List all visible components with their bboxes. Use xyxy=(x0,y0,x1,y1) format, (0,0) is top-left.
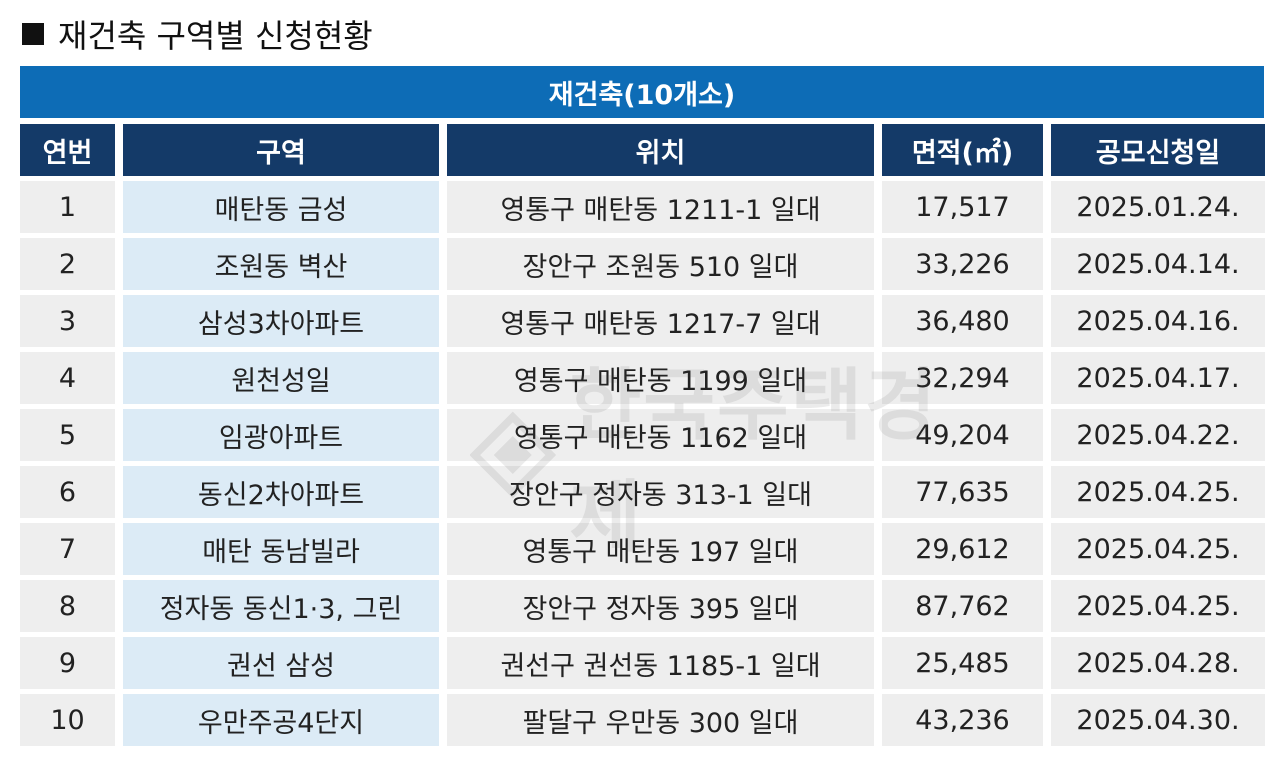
table-row: 3 삼성3차아파트 영통구 매탄동 1217-7 일대 36,480 2025.… xyxy=(20,295,1265,347)
table-row: 4 원천성일 영통구 매탄동 1199 일대 32,294 2025.04.17… xyxy=(20,352,1265,404)
page-heading: 재건축 구역별 신청현황 xyxy=(22,10,373,58)
cell-location: 영통구 매탄동 1217-7 일대 xyxy=(447,295,874,347)
cell-location: 영통구 매탄동 1211-1 일대 xyxy=(447,181,874,233)
table-row: 7 매탄 동남빌라 영통구 매탄동 197 일대 29,612 2025.04.… xyxy=(20,523,1265,575)
cell-date: 2025.04.22. xyxy=(1051,409,1265,461)
cell-number: 4 xyxy=(20,352,115,404)
cell-zone: 정자동 동신1·3, 그린 xyxy=(123,580,439,632)
table-row: 5 임광아파트 영통구 매탄동 1162 일대 49,204 2025.04.2… xyxy=(20,409,1265,461)
cell-number: 2 xyxy=(20,238,115,290)
cell-date: 2025.04.25. xyxy=(1051,523,1265,575)
cell-zone: 권선 삼성 xyxy=(123,637,439,689)
cell-date: 2025.04.25. xyxy=(1051,580,1265,632)
cell-location: 장안구 조원동 510 일대 xyxy=(447,238,874,290)
cell-date: 2025.04.25. xyxy=(1051,466,1265,518)
cell-location: 영통구 매탄동 197 일대 xyxy=(447,523,874,575)
header-cell-location: 위치 xyxy=(447,124,874,176)
cell-zone: 원천성일 xyxy=(123,352,439,404)
cell-number: 9 xyxy=(20,637,115,689)
cell-area: 32,294 xyxy=(882,352,1043,404)
cell-area: 17,517 xyxy=(882,181,1043,233)
cell-location: 영통구 매탄동 1199 일대 xyxy=(447,352,874,404)
application-table: 연번 구역 위치 면적(㎡) 공모신청일 1 매탄동 금성 영통구 매탄동 12… xyxy=(20,124,1265,751)
cell-date: 2025.04.17. xyxy=(1051,352,1265,404)
cell-area: 49,204 xyxy=(882,409,1043,461)
cell-number: 8 xyxy=(20,580,115,632)
cell-location: 장안구 정자동 313-1 일대 xyxy=(447,466,874,518)
cell-area: 77,635 xyxy=(882,466,1043,518)
cell-area: 25,485 xyxy=(882,637,1043,689)
cell-zone: 삼성3차아파트 xyxy=(123,295,439,347)
cell-date: 2025.04.16. xyxy=(1051,295,1265,347)
cell-zone: 매탄 동남빌라 xyxy=(123,523,439,575)
header-cell-zone: 구역 xyxy=(123,124,439,176)
cell-zone: 임광아파트 xyxy=(123,409,439,461)
table-row: 1 매탄동 금성 영통구 매탄동 1211-1 일대 17,517 2025.0… xyxy=(20,181,1265,233)
cell-number: 10 xyxy=(20,694,115,746)
table-banner: 재건축(10개소) xyxy=(20,66,1264,118)
cell-zone: 조원동 벽산 xyxy=(123,238,439,290)
cell-zone: 우만주공4단지 xyxy=(123,694,439,746)
cell-number: 3 xyxy=(20,295,115,347)
header-cell-date: 공모신청일 xyxy=(1051,124,1265,176)
cell-area: 87,762 xyxy=(882,580,1043,632)
cell-zone: 동신2차아파트 xyxy=(123,466,439,518)
cell-date: 2025.04.30. xyxy=(1051,694,1265,746)
page-title: 재건축 구역별 신청현황 xyxy=(58,17,373,55)
cell-date: 2025.04.14. xyxy=(1051,238,1265,290)
cell-location: 권선구 권선동 1185-1 일대 xyxy=(447,637,874,689)
banner-title: 재건축(10개소) xyxy=(548,79,736,111)
table-row: 6 동신2차아파트 장안구 정자동 313-1 일대 77,635 2025.0… xyxy=(20,466,1265,518)
header-cell-number: 연번 xyxy=(20,124,115,176)
cell-location: 영통구 매탄동 1162 일대 xyxy=(447,409,874,461)
cell-area: 29,612 xyxy=(882,523,1043,575)
cell-number: 6 xyxy=(20,466,115,518)
table-row: 9 권선 삼성 권선구 권선동 1185-1 일대 25,485 2025.04… xyxy=(20,637,1265,689)
cell-zone: 매탄동 금성 xyxy=(123,181,439,233)
cell-area: 36,480 xyxy=(882,295,1043,347)
cell-number: 7 xyxy=(20,523,115,575)
table-row: 8 정자동 동신1·3, 그린 장안구 정자동 395 일대 87,762 20… xyxy=(20,580,1265,632)
cell-area: 43,236 xyxy=(882,694,1043,746)
cell-number: 5 xyxy=(20,409,115,461)
table-row: 10 우만주공4단지 팔달구 우만동 300 일대 43,236 2025.04… xyxy=(20,694,1265,746)
cell-date: 2025.04.28. xyxy=(1051,637,1265,689)
header-cell-area: 면적(㎡) xyxy=(882,124,1043,176)
table-row: 2 조원동 벽산 장안구 조원동 510 일대 33,226 2025.04.1… xyxy=(20,238,1265,290)
cell-number: 1 xyxy=(20,181,115,233)
cell-location: 팔달구 우만동 300 일대 xyxy=(447,694,874,746)
cell-location: 장안구 정자동 395 일대 xyxy=(447,580,874,632)
table-header-row: 연번 구역 위치 면적(㎡) 공모신청일 xyxy=(20,124,1265,176)
square-bullet-icon xyxy=(22,23,44,45)
cell-area: 33,226 xyxy=(882,238,1043,290)
cell-date: 2025.01.24. xyxy=(1051,181,1265,233)
